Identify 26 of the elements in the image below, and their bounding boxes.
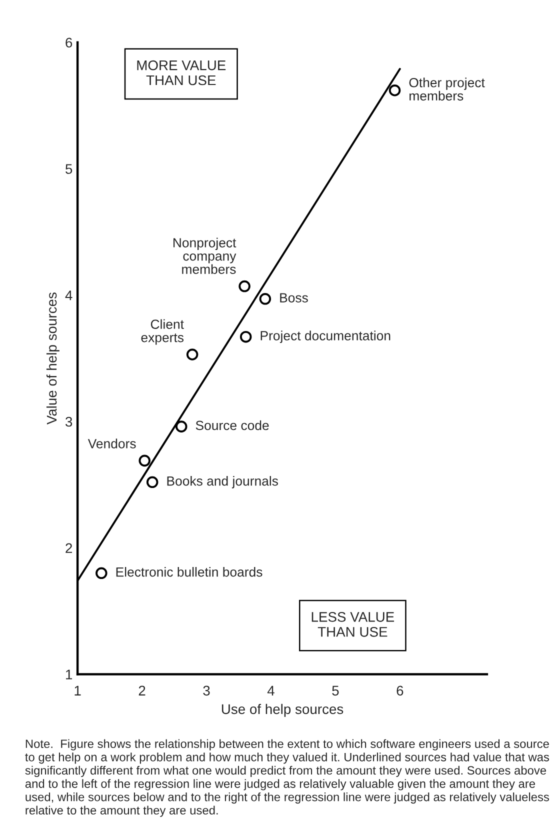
y-tick-label: 3 (66, 416, 72, 427)
x-tick-label: 3 (203, 686, 210, 696)
annotation: Vendors (88, 438, 136, 448)
annotation: Boss (280, 293, 308, 302)
y-tick-label: 2 (66, 543, 72, 553)
y-tick-label: 4 (65, 290, 72, 300)
y-axis-title: Value of help sources (46, 292, 60, 425)
x-tick-label: 6 (396, 686, 404, 696)
x-tick-label: 4 (267, 686, 274, 696)
annotation: Source code (196, 420, 269, 430)
annotation: Other project members (409, 78, 485, 101)
annotation: Client experts (141, 319, 184, 345)
text: Note. Figure shows the relationship between the extent to which software engineers used a source to get help on a work problem and how much they valued it. Underlined sources had value that was significantly different from what one would predict from the amount they were used. Sources above and to the left of the regression line were judged as relatively valuable given the amount they are used, while sources below and to the right of the regression line were judged as relatively valueless relative to the amount they are used. (25, 739, 550, 817)
annotation: Books and journals (167, 476, 278, 488)
x-tick-label: 2 (138, 686, 146, 696)
x-tick-label: 1 (74, 686, 81, 696)
annotation: MORE VALUE THAN USE (137, 60, 226, 86)
y-tick-label: 6 (66, 38, 72, 48)
x-axis-title: Use of help sources (222, 704, 344, 717)
annotation: Electronic bulletin boards (116, 567, 262, 577)
annotation: LESS VALUE THAN USE (312, 612, 394, 637)
annotation: Project documentation (260, 330, 390, 343)
x-tick-label: 5 (332, 686, 339, 696)
annotation: Nonproject company members (173, 238, 236, 274)
y-tick-label: 1 (66, 670, 72, 680)
y-tick-label: 5 (66, 164, 72, 174)
